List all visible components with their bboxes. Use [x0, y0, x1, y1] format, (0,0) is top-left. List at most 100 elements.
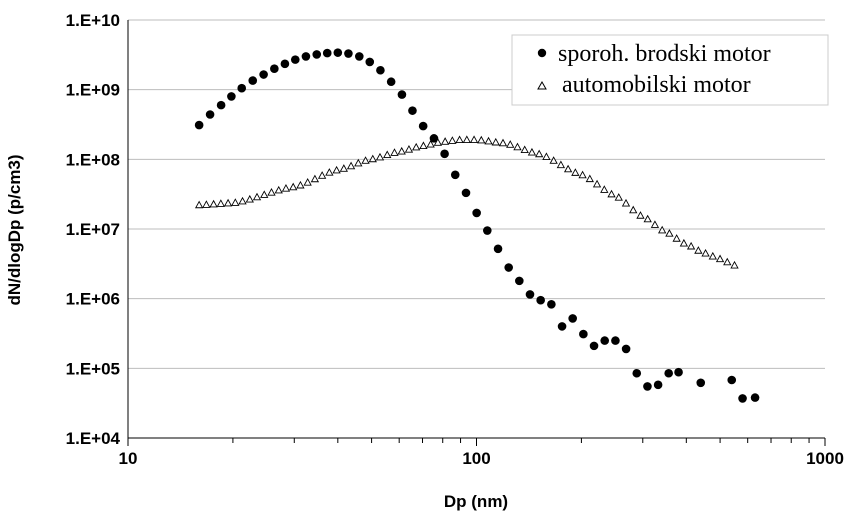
point-brodski: [270, 64, 279, 73]
point-automobilski: [679, 238, 689, 247]
point-automobilski: [549, 156, 558, 164]
point-brodski: [397, 90, 407, 99]
point-brodski: [216, 100, 226, 110]
point-automobilski: [209, 199, 218, 208]
point-automobilski: [636, 211, 645, 219]
legend-marker-brodski: [537, 48, 547, 58]
point-automobilski: [289, 182, 298, 191]
point-automobilski: [223, 198, 233, 207]
y-tick-label: 1.E+07: [66, 220, 120, 239]
point-automobilski: [585, 174, 594, 183]
point-automobilski: [375, 152, 385, 161]
point-automobilski: [383, 150, 392, 159]
x-axis-ticks: 10 100 1000: [119, 438, 844, 468]
point-automobilski: [216, 199, 226, 207]
y-axis-title: dN/dlogDp (p/cm3): [5, 154, 24, 305]
point-automobilski: [274, 185, 283, 194]
point-automobilski: [542, 152, 551, 160]
point-brodski: [515, 276, 524, 286]
point-automobilski: [658, 225, 667, 234]
point-automobilski: [672, 234, 681, 242]
point-automobilski: [339, 164, 348, 172]
point-automobilski: [614, 193, 623, 201]
point-brodski: [579, 329, 588, 339]
point-brodski: [738, 394, 747, 403]
point-automobilski: [491, 137, 500, 146]
point-brodski: [408, 106, 417, 115]
point-automobilski: [281, 184, 291, 192]
x-tick-label: 10: [119, 449, 138, 468]
point-automobilski: [477, 135, 486, 144]
point-brodski: [696, 378, 706, 388]
y-tick-label: 1.E+04: [66, 429, 121, 448]
legend-label-automobilski: automobilski motor: [562, 72, 751, 98]
point-automobilski: [571, 168, 580, 176]
point-automobilski: [354, 158, 363, 167]
point-brodski: [376, 65, 385, 75]
point-automobilski: [715, 254, 725, 263]
point-brodski: [344, 49, 353, 58]
point-automobilski: [498, 138, 508, 147]
point-brodski: [194, 120, 204, 130]
point-brodski: [429, 134, 439, 143]
point-automobilski: [686, 241, 696, 250]
point-automobilski: [346, 161, 356, 170]
y-tick-label: 1.E+08: [66, 150, 120, 169]
point-brodski: [259, 70, 268, 79]
point-brodski: [248, 76, 258, 85]
point-brodski: [589, 341, 599, 351]
point-automobilski: [462, 135, 471, 143]
point-brodski: [750, 393, 760, 402]
point-brodski: [280, 59, 290, 69]
point-brodski: [386, 77, 396, 87]
x-tick-label: 100: [462, 449, 490, 468]
point-automobilski: [535, 149, 544, 158]
point-brodski: [653, 380, 663, 390]
x-tick-label: 1000: [806, 449, 844, 468]
point-brodski: [365, 57, 375, 67]
point-brodski: [483, 226, 492, 235]
point-brodski: [205, 110, 215, 119]
point-automobilski: [506, 140, 515, 148]
point-automobilski: [592, 179, 602, 188]
point-automobilski: [448, 136, 457, 144]
point-brodski: [450, 170, 460, 180]
point-brodski: [418, 121, 428, 131]
point-automobilski: [621, 198, 631, 207]
x-axis-title: Dp (nm): [444, 492, 508, 511]
point-automobilski: [202, 200, 211, 208]
point-brodski: [290, 55, 300, 64]
point-automobilski: [426, 139, 435, 148]
point-automobilski: [455, 135, 464, 144]
point-automobilski: [361, 156, 370, 164]
point-brodski: [227, 92, 236, 101]
point-brodski: [621, 344, 631, 354]
point-brodski: [674, 367, 683, 377]
point-automobilski: [390, 148, 399, 156]
series-sporoh-brodski-motor: [194, 48, 760, 403]
point-brodski: [727, 375, 737, 385]
point-automobilski: [397, 146, 406, 155]
point-brodski: [504, 263, 513, 272]
point-brodski: [600, 336, 610, 345]
point-brodski: [322, 48, 332, 58]
point-brodski: [632, 368, 642, 378]
point-brodski: [536, 295, 545, 305]
point-automobilski: [238, 196, 247, 205]
y-tick-label: 1.E+10: [66, 11, 120, 30]
point-brodski: [461, 188, 471, 198]
point-brodski: [547, 300, 556, 309]
point-automobilski: [578, 170, 587, 179]
point-automobilski: [484, 136, 493, 145]
legend: sporoh. brodski motor automobilski motor: [511, 34, 829, 106]
y-tick-label: 1.E+09: [66, 81, 120, 100]
legend-label-brodski: sporoh. brodski motor: [558, 41, 771, 67]
point-automobilski: [296, 180, 305, 189]
point-automobilski: [730, 260, 739, 269]
series-automobilski-motor: [194, 135, 739, 269]
point-automobilski: [563, 164, 573, 173]
point-brodski: [354, 52, 364, 61]
point-automobilski: [556, 160, 566, 169]
point-automobilski: [469, 135, 479, 143]
